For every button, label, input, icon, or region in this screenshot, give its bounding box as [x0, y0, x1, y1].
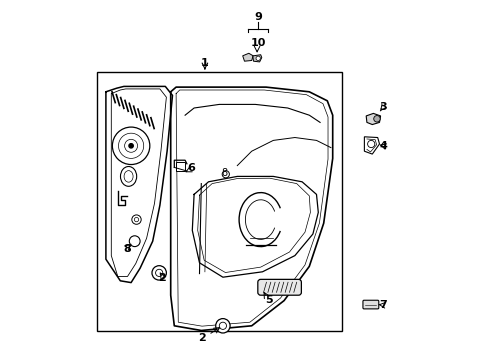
Circle shape: [367, 140, 374, 148]
Circle shape: [124, 139, 137, 152]
Circle shape: [155, 269, 163, 276]
FancyBboxPatch shape: [362, 300, 378, 309]
Text: 8: 8: [221, 168, 227, 178]
Text: 9: 9: [254, 12, 262, 22]
Bar: [97, 72, 341, 331]
Text: 4: 4: [378, 141, 386, 151]
Circle shape: [132, 215, 141, 224]
Bar: [176, 162, 185, 171]
Text: 2: 2: [198, 333, 205, 343]
Text: 2: 2: [158, 273, 166, 283]
Circle shape: [118, 133, 143, 158]
Circle shape: [152, 266, 166, 280]
Ellipse shape: [120, 166, 137, 186]
Polygon shape: [242, 53, 253, 61]
Circle shape: [215, 319, 230, 333]
Circle shape: [129, 236, 140, 247]
Circle shape: [129, 144, 133, 148]
Circle shape: [219, 322, 226, 329]
Text: 6: 6: [187, 163, 195, 174]
Text: 8: 8: [123, 244, 131, 254]
Polygon shape: [364, 137, 379, 154]
Text: 7: 7: [379, 300, 386, 310]
Circle shape: [134, 217, 139, 222]
Text: 5: 5: [264, 295, 272, 305]
Polygon shape: [366, 113, 380, 125]
Text: 3: 3: [379, 102, 386, 112]
Text: 10: 10: [250, 38, 265, 48]
FancyBboxPatch shape: [257, 279, 301, 295]
Circle shape: [222, 171, 229, 178]
Text: 1: 1: [201, 58, 208, 68]
Circle shape: [256, 56, 260, 60]
Circle shape: [112, 127, 149, 165]
Polygon shape: [252, 55, 261, 62]
Circle shape: [373, 116, 380, 122]
Ellipse shape: [124, 171, 133, 182]
